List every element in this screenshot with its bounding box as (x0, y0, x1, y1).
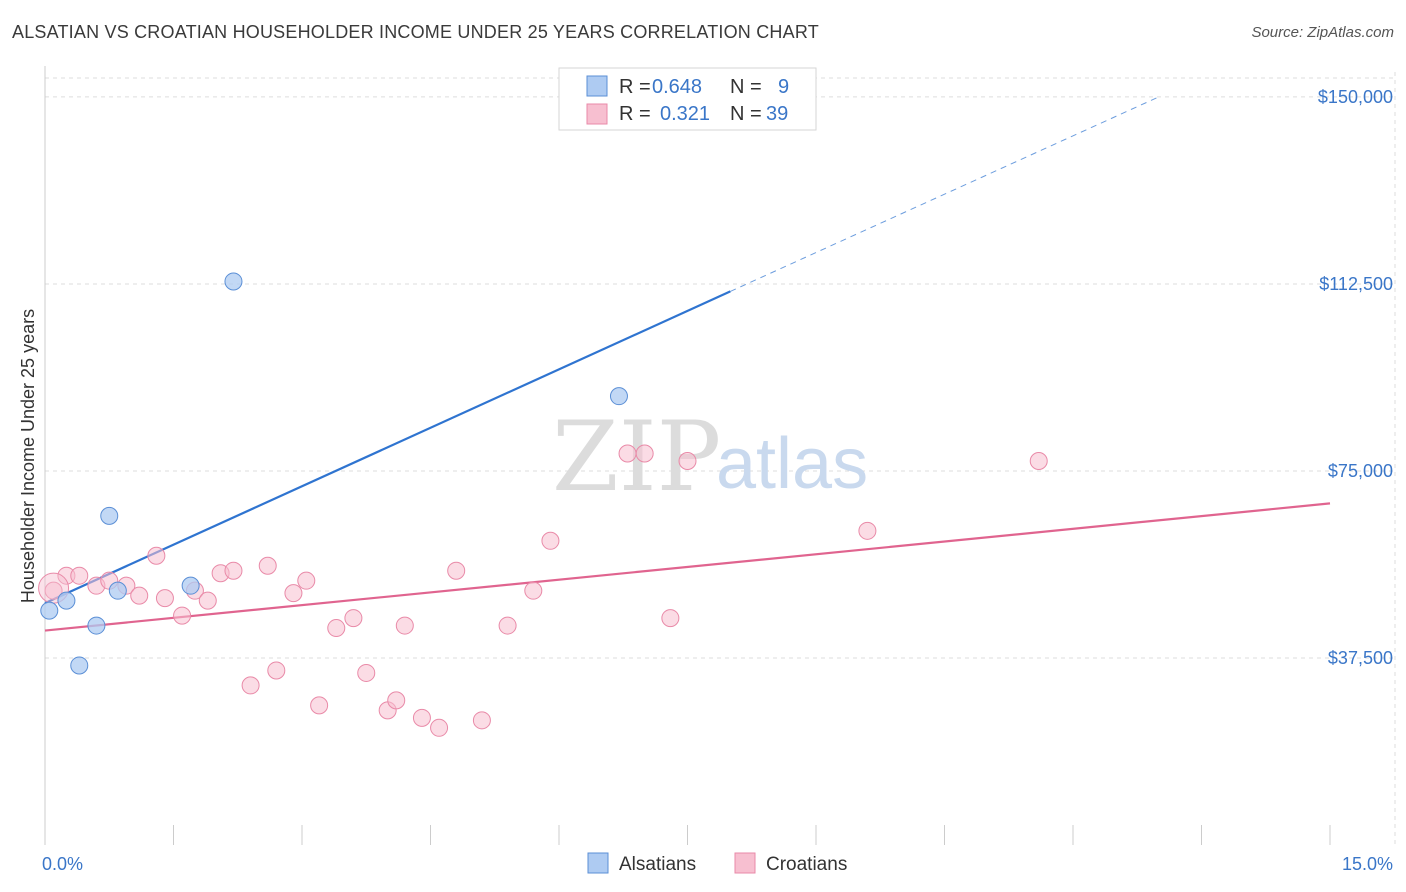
croatian-point (147, 546, 166, 565)
y-tick-label: $37,500 (1328, 648, 1393, 668)
x-tick-label-max: 15.0% (1342, 854, 1393, 874)
croatian-point (344, 609, 363, 628)
alsatian-point (609, 387, 628, 406)
y-tick-label: $75,000 (1328, 461, 1393, 481)
legend-n-label-2: N = (730, 103, 762, 125)
trend-line-alsatians-extension (730, 96, 1159, 292)
legend-r-label-1: R = (619, 76, 651, 98)
tick-labels: $37,500 $75,000 $112,500 $150,000 0.0% 15.0% (42, 87, 1393, 874)
legend-swatch-croatians (586, 103, 608, 125)
legend-swatch-alsatians (586, 75, 608, 97)
croatian-point (412, 708, 431, 727)
croatian-point (224, 561, 243, 580)
alsatian-point (100, 506, 119, 525)
croatian-point (258, 556, 277, 575)
croatian-point (678, 451, 697, 470)
bottom-legend: Alsatians Croatians (587, 852, 847, 875)
croatian-point (498, 616, 517, 635)
croatian-point (173, 606, 192, 625)
legend-n-label-1: N = (730, 76, 762, 98)
legend: R = 0.648 N = 9 R = 0.321 N = 39 (558, 67, 817, 131)
legend-r-label-2: R = (619, 103, 651, 125)
croatian-point (327, 619, 346, 638)
bottom-legend-swatch-croatians (734, 852, 756, 874)
croatian-point (387, 691, 406, 710)
chart-title: ALSATIAN VS CROATIAN HOUSEHOLDER INCOME … (12, 22, 819, 42)
bottom-legend-croatians: Croatians (766, 854, 847, 875)
croatian-point (241, 676, 260, 695)
croatian-point (357, 663, 376, 682)
croatian-point (1029, 451, 1048, 470)
y-tick-label: $112,500 (1319, 274, 1393, 294)
trend-lines (44, 96, 1331, 632)
croatian-point (198, 591, 217, 610)
croatian-point (524, 581, 543, 600)
bottom-legend-alsatians: Alsatians (619, 854, 696, 875)
croatian-point (635, 444, 654, 463)
croatian-point (267, 661, 286, 680)
legend-n-value-2: 39 (766, 103, 788, 125)
croatian-point (447, 561, 466, 580)
croatian-point (297, 571, 316, 590)
croatian-point (430, 718, 449, 737)
trend-line-croatians (44, 502, 1331, 632)
axes (44, 66, 1331, 845)
croatian-point (70, 566, 89, 585)
croatian-point (310, 696, 329, 715)
croatian-point (618, 444, 637, 463)
croatian-point (661, 609, 680, 628)
y-axis-label: Householder Income Under 25 years (18, 309, 38, 603)
bottom-legend-swatch-alsatians (587, 852, 609, 874)
croatian-point (858, 521, 877, 540)
croatian-point (44, 581, 63, 600)
source-credit: Source: ZipAtlas.com (1251, 24, 1394, 41)
alsatian-point (108, 581, 127, 600)
croatian-point (472, 711, 491, 730)
legend-n-value-1: 9 (778, 76, 789, 98)
alsatian-point (181, 576, 200, 595)
watermark-atlas: atlas (716, 424, 868, 504)
alsatian-point (70, 656, 89, 675)
data-points (38, 272, 1048, 737)
croatian-point (155, 589, 174, 608)
alsatian-point (224, 272, 243, 291)
alsatian-point (57, 591, 76, 610)
alsatian-point (40, 601, 59, 620)
alsatian-point (87, 616, 106, 635)
croatian-point (284, 584, 303, 603)
watermark: ZIP atlas (552, 401, 868, 513)
croatian-point (395, 616, 414, 635)
legend-r-value-1: 0.648 (652, 76, 702, 98)
x-tick-label-min: 0.0% (42, 854, 83, 874)
croatian-point (130, 586, 149, 605)
croatian-point (541, 531, 560, 550)
y-tick-label: $150,000 (1318, 87, 1393, 107)
legend-r-value-2: 0.321 (660, 103, 710, 125)
